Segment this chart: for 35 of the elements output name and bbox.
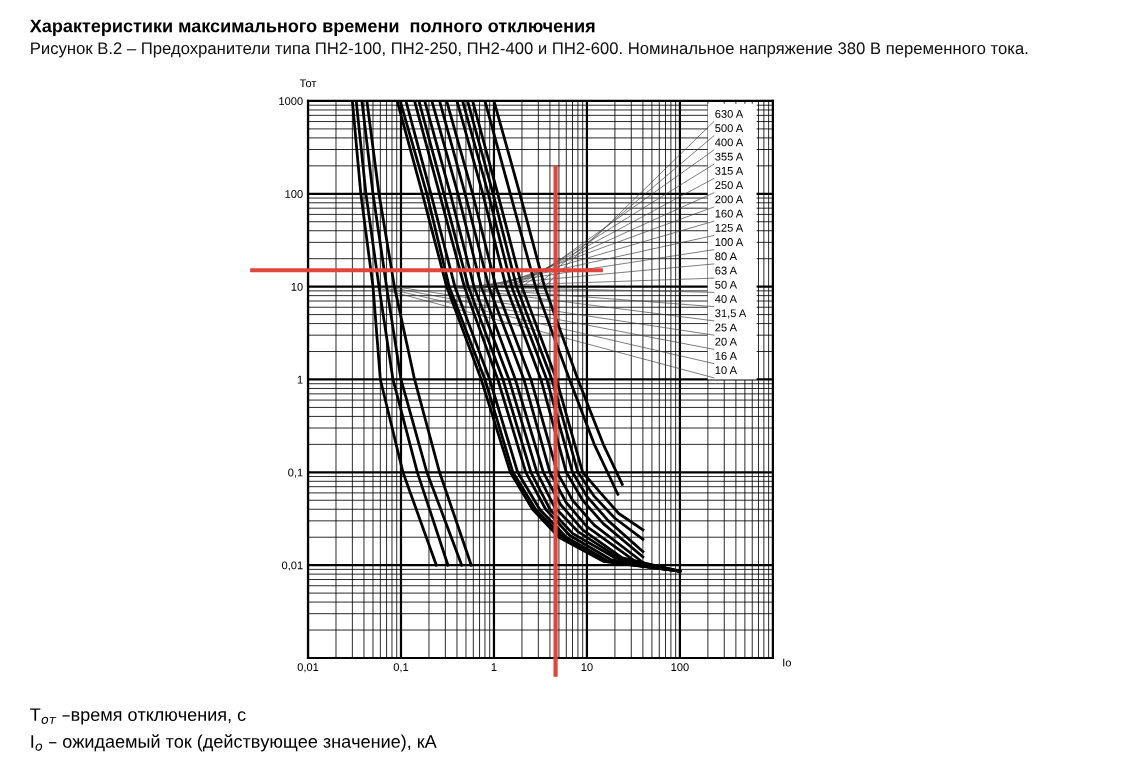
text: 250 A — [715, 181, 744, 190]
x-axis-title: Io — [783, 658, 791, 667]
y-tick-label: 0,1 — [288, 468, 303, 478]
x-tick-label: 0,1 — [393, 663, 409, 673]
text: 31,5 A — [715, 309, 747, 319]
chart-title: Характеристики максимального времени полного отключения — [29, 19, 595, 36]
text: 200 A — [715, 195, 744, 204]
x-tick-label: 10 — [581, 663, 593, 672]
y-tick-label: 0,01 — [281, 561, 303, 571]
text: I$_{о}$ – ожидаемый ток (действующее значение), кА — [31, 734, 437, 752]
y-axis-title: Тот — [299, 79, 317, 88]
y-tick-label: 100 — [285, 190, 303, 198]
chart-subtitle: Рисунок В.2 – Предохранители типа ПН2-100, ПН2-250, ПН2-400 и ПН2-600. Номинальное напряжение 380 В переменного тока. — [31, 42, 1028, 58]
text: 500 A — [715, 124, 744, 133]
x-tick-label: 1 — [491, 663, 497, 671]
text: 355 A — [715, 152, 744, 161]
x-tick-label: 100 — [671, 663, 689, 672]
text: 40 A — [715, 295, 737, 303]
y-tick-label: 10 — [291, 282, 303, 291]
text: 315 A — [715, 166, 744, 175]
text: 63 A — [715, 266, 737, 275]
y-tick-label: 1 — [297, 375, 303, 384]
text: 80 A — [715, 252, 737, 261]
text: 160 A — [715, 209, 744, 218]
text: 630 A — [715, 110, 744, 118]
text: 10 A — [715, 366, 737, 375]
text: 100 A — [715, 238, 744, 246]
text: 125 A — [715, 223, 744, 232]
text: 50 A — [715, 280, 737, 289]
text: 25 A — [715, 323, 737, 332]
y-tick-label: 1000 — [279, 97, 303, 106]
text: 20 A — [715, 337, 737, 346]
text: T$_{от}$ –время отключения, с — [30, 708, 246, 725]
text: 400 A — [715, 138, 744, 147]
text: 16 A — [715, 352, 737, 360]
